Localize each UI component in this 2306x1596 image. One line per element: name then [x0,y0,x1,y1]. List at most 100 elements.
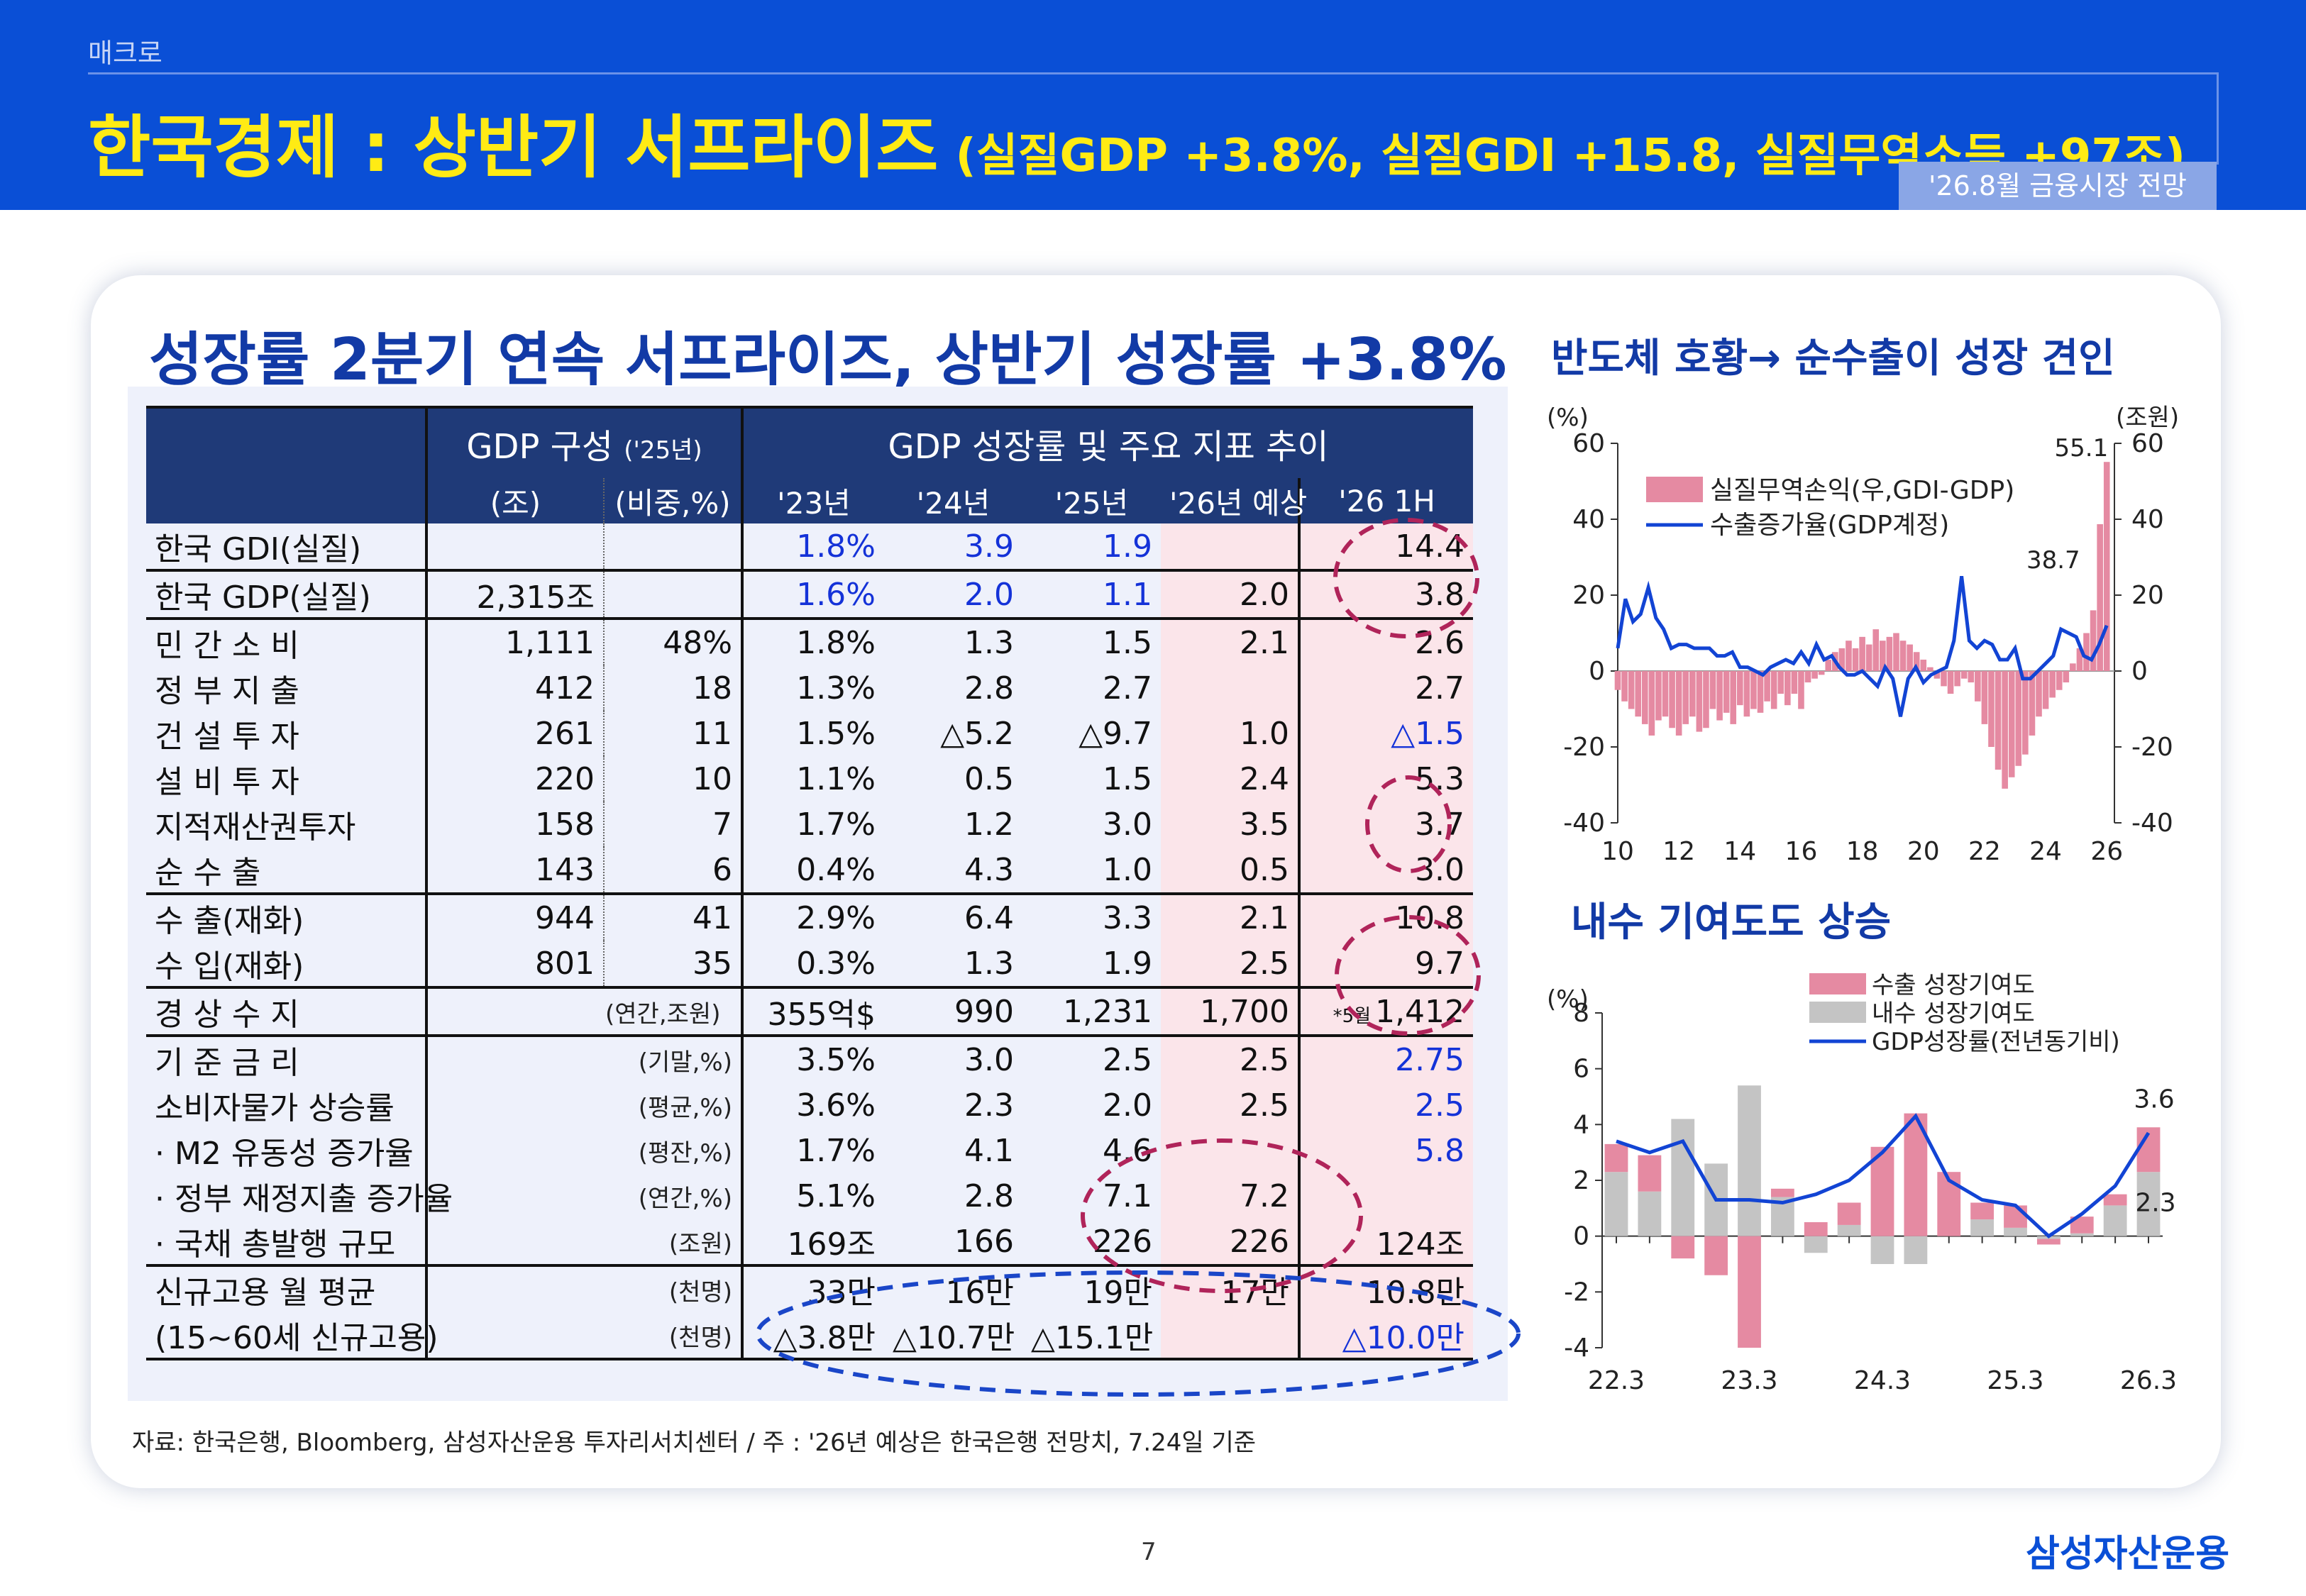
cell-y24: 4.3 [964,851,1014,888]
table-corner [146,406,428,478]
cell-h26: 10.8 [1297,892,1474,941]
export-contribution-bar [1970,1202,1995,1220]
trade-income-bar [1933,671,1941,679]
row-label: · 정부 재정지출 증가율 [146,1173,453,1219]
trade-income-bar [2103,462,2110,671]
cell-y23: 0.3% [796,945,876,982]
row-label: 경 상 수 지 [146,986,428,1036]
cell-y25: 1.9 [1103,945,1152,982]
y-tick-left: 0 [1589,657,1605,686]
trade-income-bar [1709,671,1716,709]
trade-income-bar [1798,671,1804,709]
cell-f26 [1161,665,1299,711]
trade-income-bar [1920,659,1927,671]
y-tick-right: 60 [2131,429,2164,458]
header-divider-vertical [2217,72,2219,165]
cell-f26: 1,700 [1161,986,1299,1036]
cell-y25: △15.1만 [1022,1312,1161,1361]
x-tick: 10 [1601,837,1634,866]
trade-income-bar [1811,671,1818,679]
row-label: 정 부 지 출 [146,665,428,711]
cell-f26: 2.4 [1161,756,1299,802]
y-tick: 4 [1573,1110,1589,1139]
cell-h26-value: 3.0 [1415,851,1465,888]
bar-label-38-7: 38.7 [2026,546,2080,575]
trade-income-bar [1804,671,1811,683]
col-header-2025: '25년 [1022,478,1161,523]
export-contribution-bar [1738,1236,1761,1348]
trade-income-bar [1825,659,1832,671]
cell-y23: 0.4% [796,851,876,888]
domestic-contribution-bar [2070,1233,2094,1236]
cell-y25: 1.0 [1103,851,1152,888]
page-title-main: 한국경제 : 상반기 서프라이즈 [88,108,939,187]
y-tick-right: 40 [2131,505,2164,534]
cell-y24: 1.2 [964,806,1014,843]
col-header-2026-forecast: '26년 예상 [1161,478,1307,523]
cell-h26: *5월 1,412 [1297,986,1474,1036]
table-row: 한국 GDI(실질) 1.8% 3.9 1.9 14.4 [146,523,1474,570]
export-contribution-bar [2004,1205,2027,1228]
trade-income-bar [2002,671,2008,789]
growth-header: GDP 성장률 및 주요 지표 추이 [742,406,1474,478]
cell-y24: 16만 [884,1264,1022,1312]
cell-y24: 3.0 [884,1034,1022,1082]
trade-income-bar [1859,636,1865,671]
cell-f26: 1.0 [1161,711,1299,756]
trade-income-bar [1757,671,1764,713]
cell-y25: 2.5 [1022,1034,1161,1082]
cell-share: 48% [604,617,744,665]
y-tick: 8 [1573,999,1589,1028]
cell-y24: 2.3 [964,1087,1014,1124]
domestic-contribution-bar [1738,1085,1761,1236]
cell-amount: 261 [426,711,605,756]
trade-income-bar [1865,644,1872,671]
cell-amount: 143 [426,847,605,894]
gdp-table: GDP 구성 ('25년) GDP 성장률 및 주요 지표 추이 (조) (비중… [146,406,1474,1361]
card-title: 성장률 2분기 연속 서프라이즈, 상반기 성장률 +3.8% [149,326,1507,394]
cell-y23: 1.1% [796,760,876,797]
trade-income-bar [1621,671,1628,702]
domestic-contribution-bar [2103,1205,2127,1236]
legend-label-bar: 실질무역손익(우,GDI-GDP) [1710,476,2014,505]
cell-y24: 4.1 [964,1132,1014,1169]
table-row: 민 간 소 비 1,111 48% 1.8% 1.3 1.5 2.1 2.6 [146,617,1474,665]
cell-share: 35 [604,941,744,987]
col-header-share: (비중,%) [604,478,744,523]
trade-income-bar [1975,671,1981,702]
y-tick: 2 [1573,1166,1589,1195]
trade-income-bar [1770,671,1777,709]
cell-share [604,569,744,619]
cell-f26: 2.5 [1161,1082,1299,1128]
trade-income-bar [1737,671,1743,706]
cell-y25: 226 [1093,1223,1152,1260]
cell-amount: 158 [426,802,605,847]
cell-amount: 2,315조 [426,569,605,619]
export-growth-line [1616,576,2109,717]
row-label: 신규고용 월 평균 [146,1264,428,1312]
y-tick-right: 0 [2131,657,2148,686]
legend-swatch-domestic [1809,1002,1866,1023]
row-label: 건 설 투 자 [146,711,428,756]
row-label: 기 준 금 리 [146,1034,428,1082]
cell-h26-note: *5월 [1333,1005,1372,1027]
cell-y25: △9.7 [1078,715,1152,752]
x-tick: 24 [2029,837,2062,866]
cell-h26-value: 10.8만 [1366,1275,1465,1311]
domestic-contribution-bar [1804,1236,1828,1253]
trade-income-bar [2090,610,2097,671]
cell-y24: 2.8 [964,670,1014,706]
trade-income-bar [2029,671,2036,736]
cell-share: 7 [604,802,744,847]
cell-y23: 1.7% [796,1132,876,1169]
chart1-title: 반도체 호황→ 순수출이 성장 견인 [1551,336,2115,382]
cell-share: 6 [604,847,744,894]
row-label: 한국 GDI(실질) [146,523,428,570]
export-contribution-bar [1837,1202,1861,1225]
x-tick: 24.3 [1854,1366,1911,1395]
growth-contribution-chart: -4 -2 0 2 4 6 8 22.3 23.3 24.3 25.3 26.3 (%) 3.6 2.3 수출… [1547,971,2177,1395]
cell-h26-value: 3.7 [1415,806,1465,843]
composition-header-year: ('25년) [624,436,702,465]
trade-income-bar [1852,648,1859,671]
export-contribution-bar [2103,1194,2127,1206]
